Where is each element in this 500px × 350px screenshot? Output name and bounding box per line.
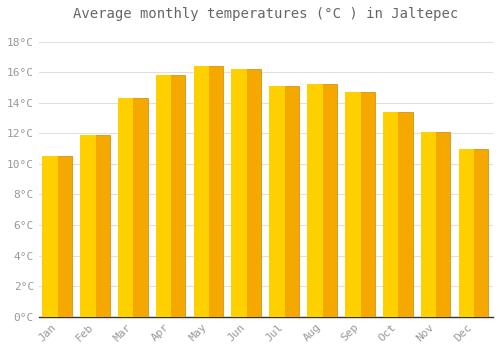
Bar (308, 84, 337, 317)
Bar (422, 132, 450, 317)
Bar (420, 132, 436, 317)
Bar (157, 75, 186, 317)
Bar (232, 69, 247, 317)
Bar (82, 135, 110, 317)
Bar (233, 69, 261, 317)
Title: Average monthly temperatures (°C ) in Jaltepec: Average monthly temperatures (°C ) in Ja… (74, 7, 458, 21)
Bar (383, 112, 398, 317)
Bar (42, 156, 58, 317)
Bar (384, 112, 412, 317)
Bar (156, 75, 172, 317)
Bar (270, 86, 299, 317)
Bar (44, 156, 72, 317)
Bar (307, 84, 322, 317)
Bar (194, 66, 209, 317)
Bar (195, 66, 224, 317)
Bar (458, 149, 474, 317)
Bar (269, 86, 285, 317)
Bar (460, 149, 488, 317)
Bar (80, 135, 96, 317)
Bar (119, 98, 148, 317)
Bar (118, 98, 134, 317)
Bar (345, 92, 360, 317)
Bar (346, 92, 375, 317)
